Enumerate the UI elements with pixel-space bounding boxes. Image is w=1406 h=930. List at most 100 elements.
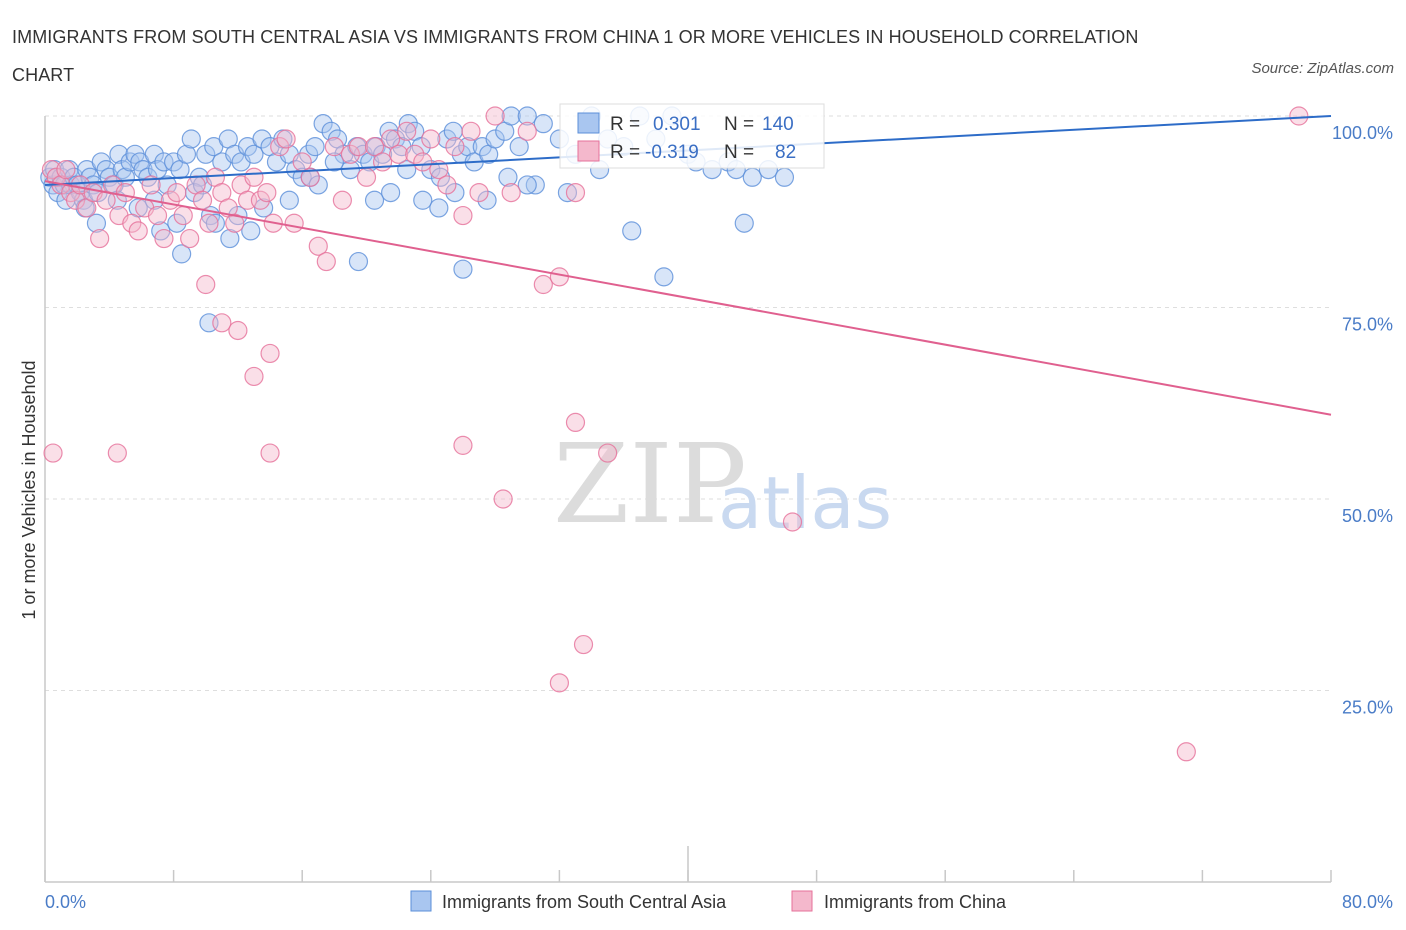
point-south-central-asia [381,183,401,203]
point-south-central-asia [437,129,457,149]
point-south-central-asia [220,228,240,249]
point-china [244,366,264,387]
point-south-central-asia [292,167,312,187]
point-south-central-asia [413,190,433,210]
y-tick-label-100: 100.0% [1332,123,1393,143]
grid-lines [45,115,1331,691]
point-south-central-asia [181,129,201,149]
point-china [244,167,264,187]
y-tick-label-25: 25.0% [1342,698,1393,718]
point-china [90,228,110,249]
point-china [405,144,425,164]
point-china [453,435,473,455]
legend-n-value-blue: 140 [762,114,794,135]
point-south-central-asia [196,144,216,164]
point-china [573,634,594,655]
point-china [173,205,193,226]
point-china [212,313,232,333]
point-china [270,137,290,157]
point-south-central-asia [501,106,521,126]
point-south-central-asia [176,144,197,164]
point-south-central-asia [205,213,225,233]
point-china [493,489,513,509]
watermark-zip: ZIP [553,420,747,548]
point-south-central-asia [364,190,385,210]
point-china [565,412,586,432]
point-china [1176,742,1196,762]
point-china [485,106,505,126]
y-tick-label-75: 75.0% [1342,315,1393,335]
x-tick-label-min: 0.0% [45,892,86,912]
point-south-central-asia [517,175,537,195]
point-china [340,144,361,164]
point-china [549,267,570,287]
point-south-central-asia [734,213,754,233]
point-china [225,213,245,233]
point-china [260,343,280,364]
source-label: Source: ZipAtlas.com [1251,60,1394,77]
point-china [421,129,441,149]
legend-box [559,103,825,169]
correlation-legend: R = 0.301 N = 140 R = -0.319 N = 82 [559,103,825,169]
point-south-central-asia [517,106,537,126]
point-china [276,129,296,149]
x-tick-marks [44,846,1332,882]
point-china [257,183,277,203]
point-south-central-asia [411,137,431,157]
point-china [196,274,216,295]
point-china [372,152,393,172]
point-south-central-asia [453,259,473,279]
series-legend-label-blue: Immigrants from South Central Asia [442,892,727,912]
legend-swatch-blue [577,112,600,134]
point-china [461,121,481,141]
point-china [533,274,553,295]
point-china [250,190,271,210]
point-china [332,190,352,210]
point-china [43,443,63,463]
point-china [469,183,489,203]
point-south-central-asia [533,114,553,134]
point-china [180,228,200,249]
point-china [324,137,344,157]
point-china [356,167,377,187]
point-china [517,121,537,141]
point-south-central-asia [308,175,328,195]
point-china [397,121,417,141]
point-china [107,443,127,463]
point-south-central-asia [305,137,325,157]
watermark-atlas: atlas [718,461,892,545]
point-south-central-asia [321,121,341,141]
point-south-central-asia [498,167,518,187]
point-south-central-asia [385,129,406,149]
point-china [453,205,473,226]
point-south-central-asia [144,144,164,164]
point-south-central-asia [774,167,795,187]
point-south-central-asia [509,137,529,157]
point-china [364,137,385,157]
point-china [65,190,86,210]
point-china [316,251,336,272]
point-south-central-asia [244,144,264,164]
series-legend-swatch-pink [791,890,813,912]
legend-r-label-blue: R = [610,114,640,135]
point-china [199,213,219,233]
point-china [56,160,76,180]
point-south-central-asia [445,183,465,203]
legend-r-label-pink: R = [610,142,640,163]
point-south-central-asia [372,144,393,164]
point-china [445,137,465,157]
point-china [381,129,401,149]
point-south-central-asia [241,221,261,241]
point-china [598,443,618,463]
point-south-central-asia [485,129,505,149]
point-south-central-asia [557,183,578,203]
legend-r-value-blue: 0.301 [653,114,701,135]
point-china [192,190,213,210]
point-china [389,144,409,164]
legend-n-label-blue: N = [724,114,754,135]
point-south-central-asia [299,144,319,164]
point-south-central-asia [525,175,545,195]
point-south-central-asia [172,244,192,264]
point-south-central-asia [324,152,344,172]
